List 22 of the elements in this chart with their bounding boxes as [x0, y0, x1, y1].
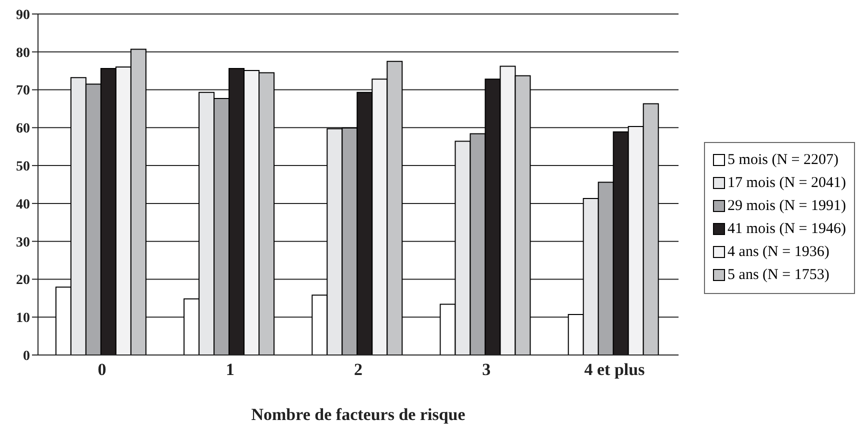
y-tick-label: 40 [16, 197, 30, 212]
y-tick-label: 90 [16, 8, 30, 23]
x-tick-label: 2 [354, 360, 363, 380]
legend-label: 5 mois (N = 2207) [728, 152, 838, 168]
x-tick-label: 0 [98, 360, 106, 380]
y-tick-label: 80 [16, 46, 30, 61]
x-tick-label: 3 [482, 360, 491, 380]
x-tick-label: 1 [226, 360, 234, 380]
x-axis-title: Nombre de facteurs de risque [251, 405, 466, 424]
legend-label: 4 ans (N = 1936) [728, 244, 830, 260]
legend-label: 29 mois (N = 1991) [728, 198, 846, 214]
y-tick-label: 0 [23, 348, 30, 364]
y-tick-label: 10 [16, 311, 30, 326]
y-tick-label: 50 [16, 160, 30, 175]
legend-label: 17 mois (N = 2041) [728, 174, 846, 192]
y-tick-label: 60 [16, 122, 30, 137]
y-tick-label: 70 [16, 84, 30, 99]
x-tick-label: 4 et plus [584, 360, 646, 380]
legend-label: 41 mois (N = 1946) [728, 220, 846, 238]
legend-label: 5 ans (N = 1753) [728, 266, 830, 284]
y-tick-label: 20 [16, 273, 30, 288]
y-tick-label: 30 [16, 235, 30, 250]
